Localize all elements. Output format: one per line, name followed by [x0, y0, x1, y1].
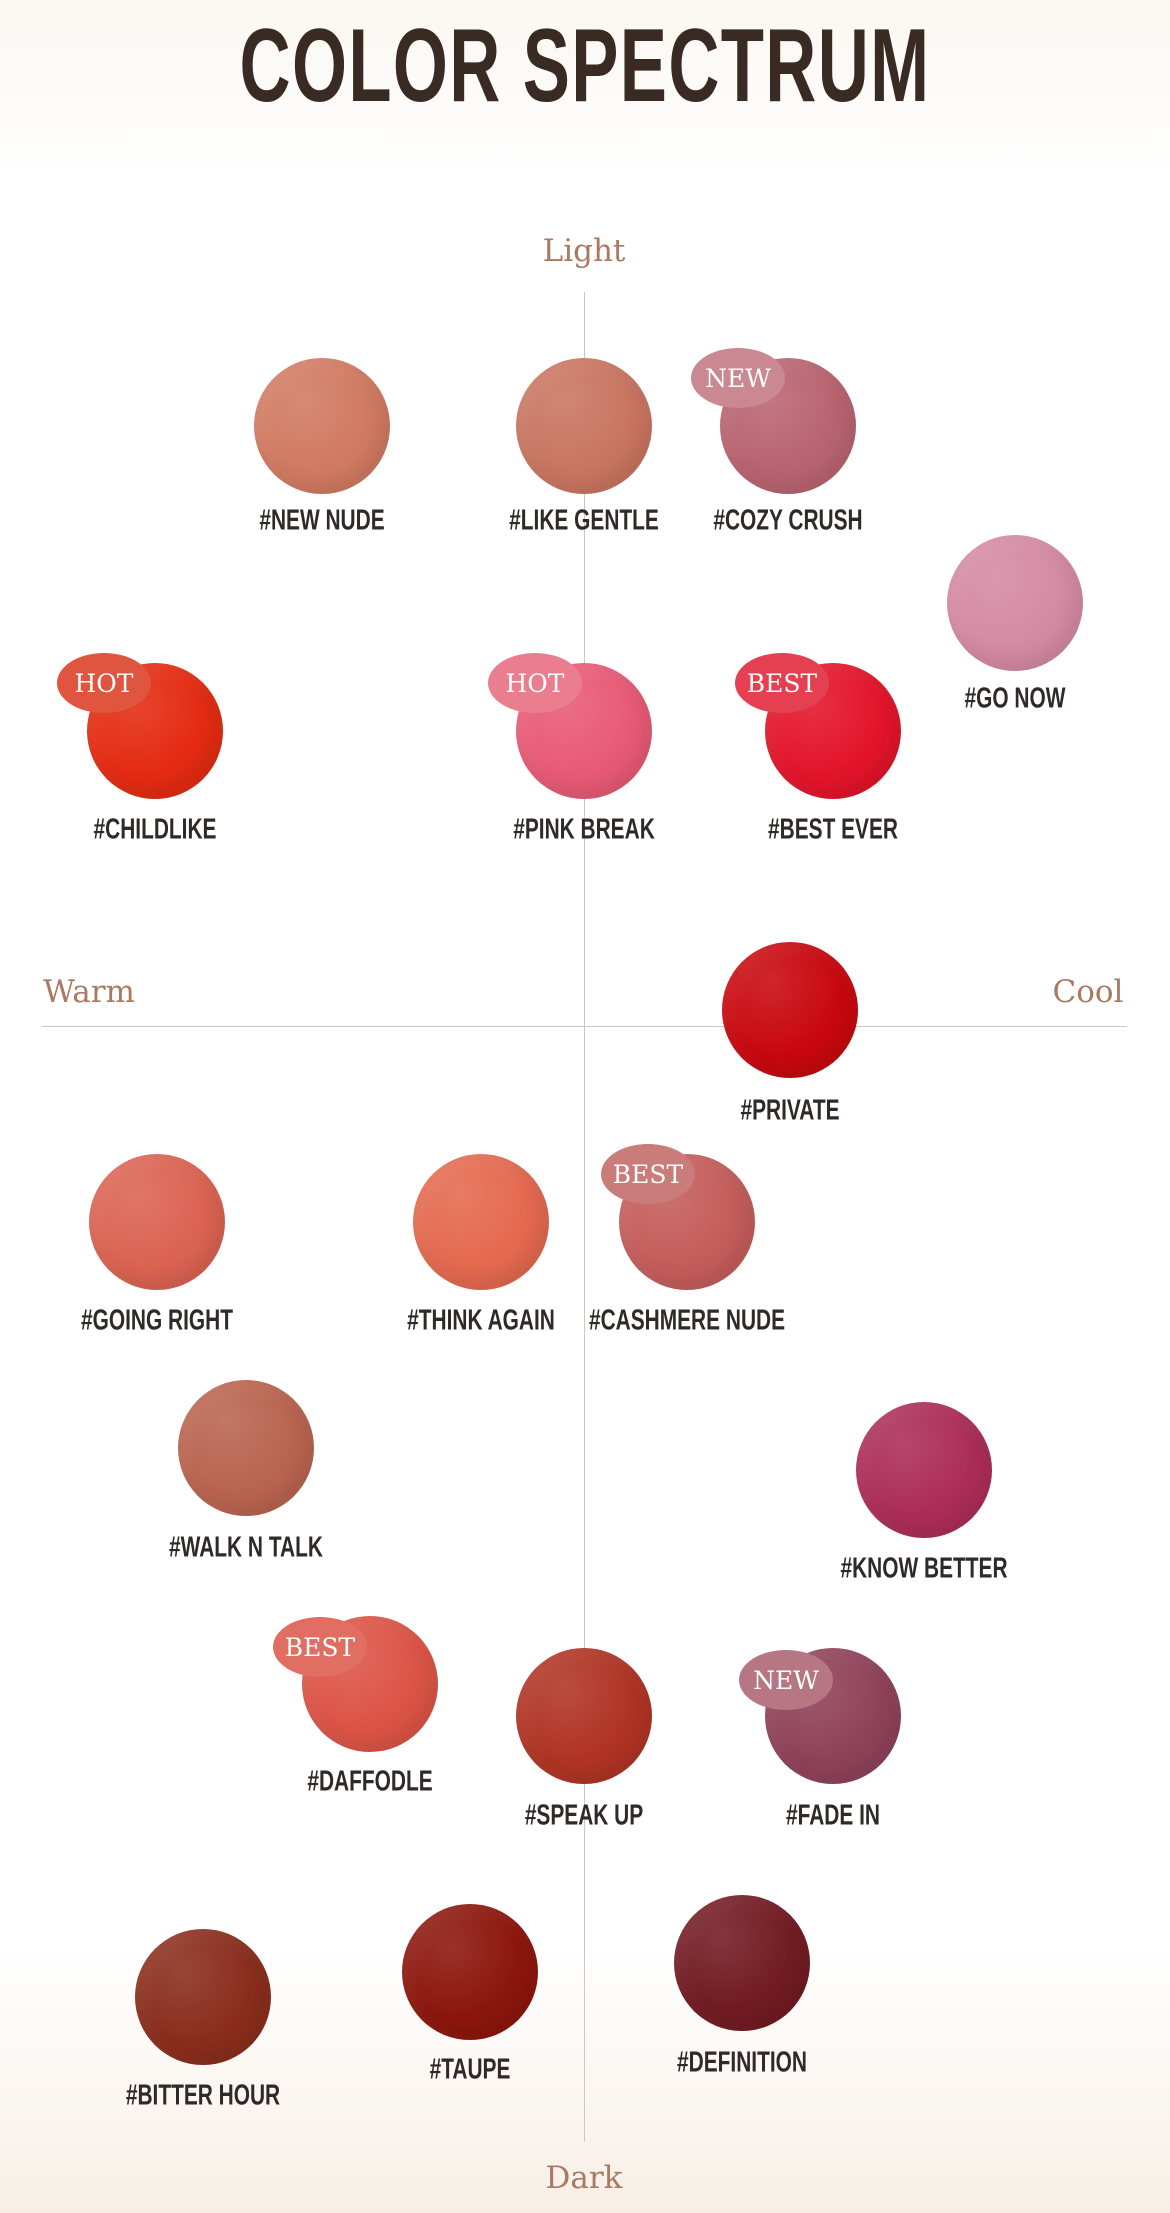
- shade-label: #GOING RIGHT: [81, 1304, 233, 1337]
- shade-label: #NEW NUDE: [259, 504, 385, 537]
- shade-swatch: [856, 1402, 992, 1538]
- shade-label: #DEFINITION: [677, 2046, 807, 2079]
- shade-label: #CHILDLIKE: [93, 813, 217, 846]
- shade-swatch: [516, 1648, 652, 1784]
- shade-label: #GO NOW: [964, 682, 1066, 715]
- shade-label: #THINK AGAIN: [407, 1304, 555, 1337]
- shade-label: #BITTER HOUR: [125, 2079, 281, 2112]
- shade-badge: NEW: [691, 348, 785, 408]
- shade-badge: BEST: [601, 1144, 695, 1204]
- shade-badge: NEW: [739, 1650, 833, 1710]
- shade-badge: BEST: [273, 1617, 367, 1677]
- shade-label: #CASHMERE NUDE: [588, 1304, 786, 1337]
- axis-label-dark: Dark: [545, 2160, 623, 2196]
- shade-label: #FADE IN: [786, 1799, 880, 1832]
- axis-label-cool: Cool: [1052, 974, 1124, 1010]
- shade-badge: BEST: [735, 653, 829, 713]
- page-title: COLOR SPECTRUM: [239, 8, 931, 124]
- shade-swatch: [516, 358, 652, 494]
- shade-label: #KNOW BETTER: [840, 1552, 1008, 1585]
- shade-swatch: [178, 1380, 314, 1516]
- shade-label: #LIKE GENTLE: [509, 504, 659, 537]
- shade-swatch: [89, 1154, 225, 1290]
- shade-badge: HOT: [57, 653, 151, 713]
- axis-label-warm: Warm: [43, 974, 135, 1010]
- shade-label: #PRIVATE: [740, 1094, 840, 1127]
- shade-label: #PINK BREAK: [513, 813, 655, 846]
- shade-label: #TAUPE: [429, 2053, 511, 2086]
- shade-swatch: [254, 358, 390, 494]
- shade-swatch: [402, 1904, 538, 2040]
- shade-label: #WALK N TALK: [169, 1531, 323, 1564]
- shade-swatch: [947, 535, 1083, 671]
- shade-swatch: [674, 1895, 810, 2031]
- shade-label: #COZY CRUSH: [713, 504, 863, 537]
- shade-swatch: [722, 942, 858, 1078]
- shade-badge: HOT: [488, 653, 582, 713]
- shade-swatch: [135, 1929, 271, 2065]
- vertical-axis-line: [584, 292, 585, 2142]
- axis-label-light: Light: [542, 233, 626, 269]
- shade-label: #DAFFODLE: [307, 1765, 433, 1798]
- horizontal-axis-line: [42, 1026, 1127, 1027]
- shade-label: #SPEAK UP: [524, 1799, 644, 1832]
- shade-swatch: [413, 1154, 549, 1290]
- shade-label: #BEST EVER: [768, 813, 898, 846]
